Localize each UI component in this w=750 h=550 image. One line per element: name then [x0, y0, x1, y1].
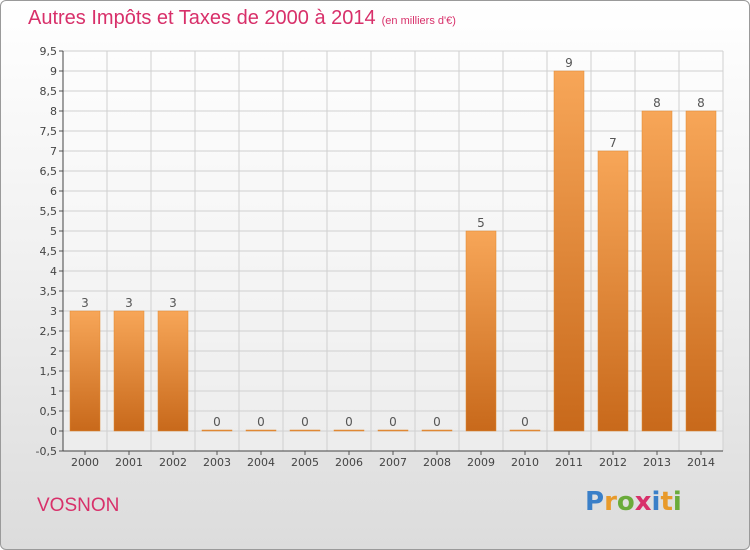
proxiti-logo: Proxiti [585, 487, 682, 517]
logo-letter: r [604, 487, 617, 517]
commune-name: VOSNON [37, 495, 120, 516]
y-tick-label: 0,5 [40, 405, 58, 418]
y-tick-label: 1,5 [40, 365, 58, 378]
logo-letter: x [634, 487, 652, 517]
y-tick-label: 3,5 [40, 285, 58, 298]
bar [69, 310, 101, 432]
data-label: 3 [125, 296, 133, 310]
bar [157, 310, 189, 432]
bar [113, 310, 145, 432]
bar [421, 429, 453, 432]
data-label: 8 [697, 96, 705, 110]
logo-letter: P [585, 487, 605, 517]
data-label: 3 [169, 296, 177, 310]
y-tick-label: 1 [50, 385, 57, 398]
data-label: 0 [213, 415, 221, 429]
chart-title-text: Autres Impôts et Taxes de 2000 à 2014 [28, 7, 376, 29]
x-tick-label: 2004 [247, 456, 275, 469]
y-tick-label: -0,5 [36, 445, 57, 458]
data-label: 0 [433, 415, 441, 429]
chart-title: Autres Impôts et Taxes de 2000 à 2014 (en… [28, 7, 456, 30]
bar [597, 150, 629, 432]
data-label: 7 [609, 136, 617, 150]
data-label: 0 [345, 415, 353, 429]
x-tick-label: 2006 [335, 456, 363, 469]
y-tick-label: 9,5 [40, 45, 58, 58]
chart-subtitle: (en milliers d'€) [381, 15, 456, 27]
bar [333, 429, 365, 432]
logo-letter: t [660, 487, 673, 517]
y-tick-label: 4 [50, 265, 57, 278]
y-tick-label: 2,5 [40, 325, 58, 338]
x-tick-label: 2002 [159, 456, 187, 469]
bar [509, 429, 541, 432]
bar [289, 429, 321, 432]
bar [685, 110, 717, 432]
y-tick-label: 4,5 [40, 245, 58, 258]
data-label: 0 [301, 415, 309, 429]
y-tick-label: 6,5 [40, 165, 58, 178]
bar [465, 230, 497, 432]
y-tick-label: 8 [50, 105, 57, 118]
data-label: 9 [565, 56, 573, 70]
x-tick-label: 2007 [379, 456, 407, 469]
y-tick-label: 7,5 [40, 125, 58, 138]
data-label: 0 [257, 415, 265, 429]
y-tick-label: 3 [50, 305, 57, 318]
y-tick-label: 6 [50, 185, 57, 198]
y-tick-label: 5,5 [40, 205, 58, 218]
y-tick-label: 5 [50, 225, 57, 238]
y-tick-label: 9 [50, 65, 57, 78]
logo-letter: i [672, 487, 682, 517]
x-tick-label: 2008 [423, 456, 451, 469]
bar [553, 70, 585, 432]
x-tick-label: 2014 [687, 456, 715, 469]
bar [201, 429, 233, 432]
data-label: 0 [389, 415, 397, 429]
data-label: 5 [477, 216, 485, 230]
y-tick-label: 2 [50, 345, 57, 358]
y-tick-label: 7 [50, 145, 57, 158]
y-tick-label: 8,5 [40, 85, 58, 98]
bar [377, 429, 409, 432]
bar [245, 429, 277, 432]
data-label: 3 [81, 296, 89, 310]
x-tick-label: 2009 [467, 456, 495, 469]
x-tick-label: 2003 [203, 456, 231, 469]
x-tick-label: 2011 [555, 456, 583, 469]
x-tick-label: 2005 [291, 456, 319, 469]
y-tick-label: 0 [50, 425, 57, 438]
x-tick-label: 2013 [643, 456, 671, 469]
x-tick-label: 2010 [511, 456, 539, 469]
x-tick-label: 2000 [71, 456, 99, 469]
data-label: 8 [653, 96, 661, 110]
x-tick-label: 2012 [599, 456, 627, 469]
bar [641, 110, 673, 432]
data-label: 0 [521, 415, 529, 429]
logo-letter: o [616, 487, 635, 517]
x-tick-label: 2001 [115, 456, 143, 469]
logo-letter: i [651, 487, 661, 517]
